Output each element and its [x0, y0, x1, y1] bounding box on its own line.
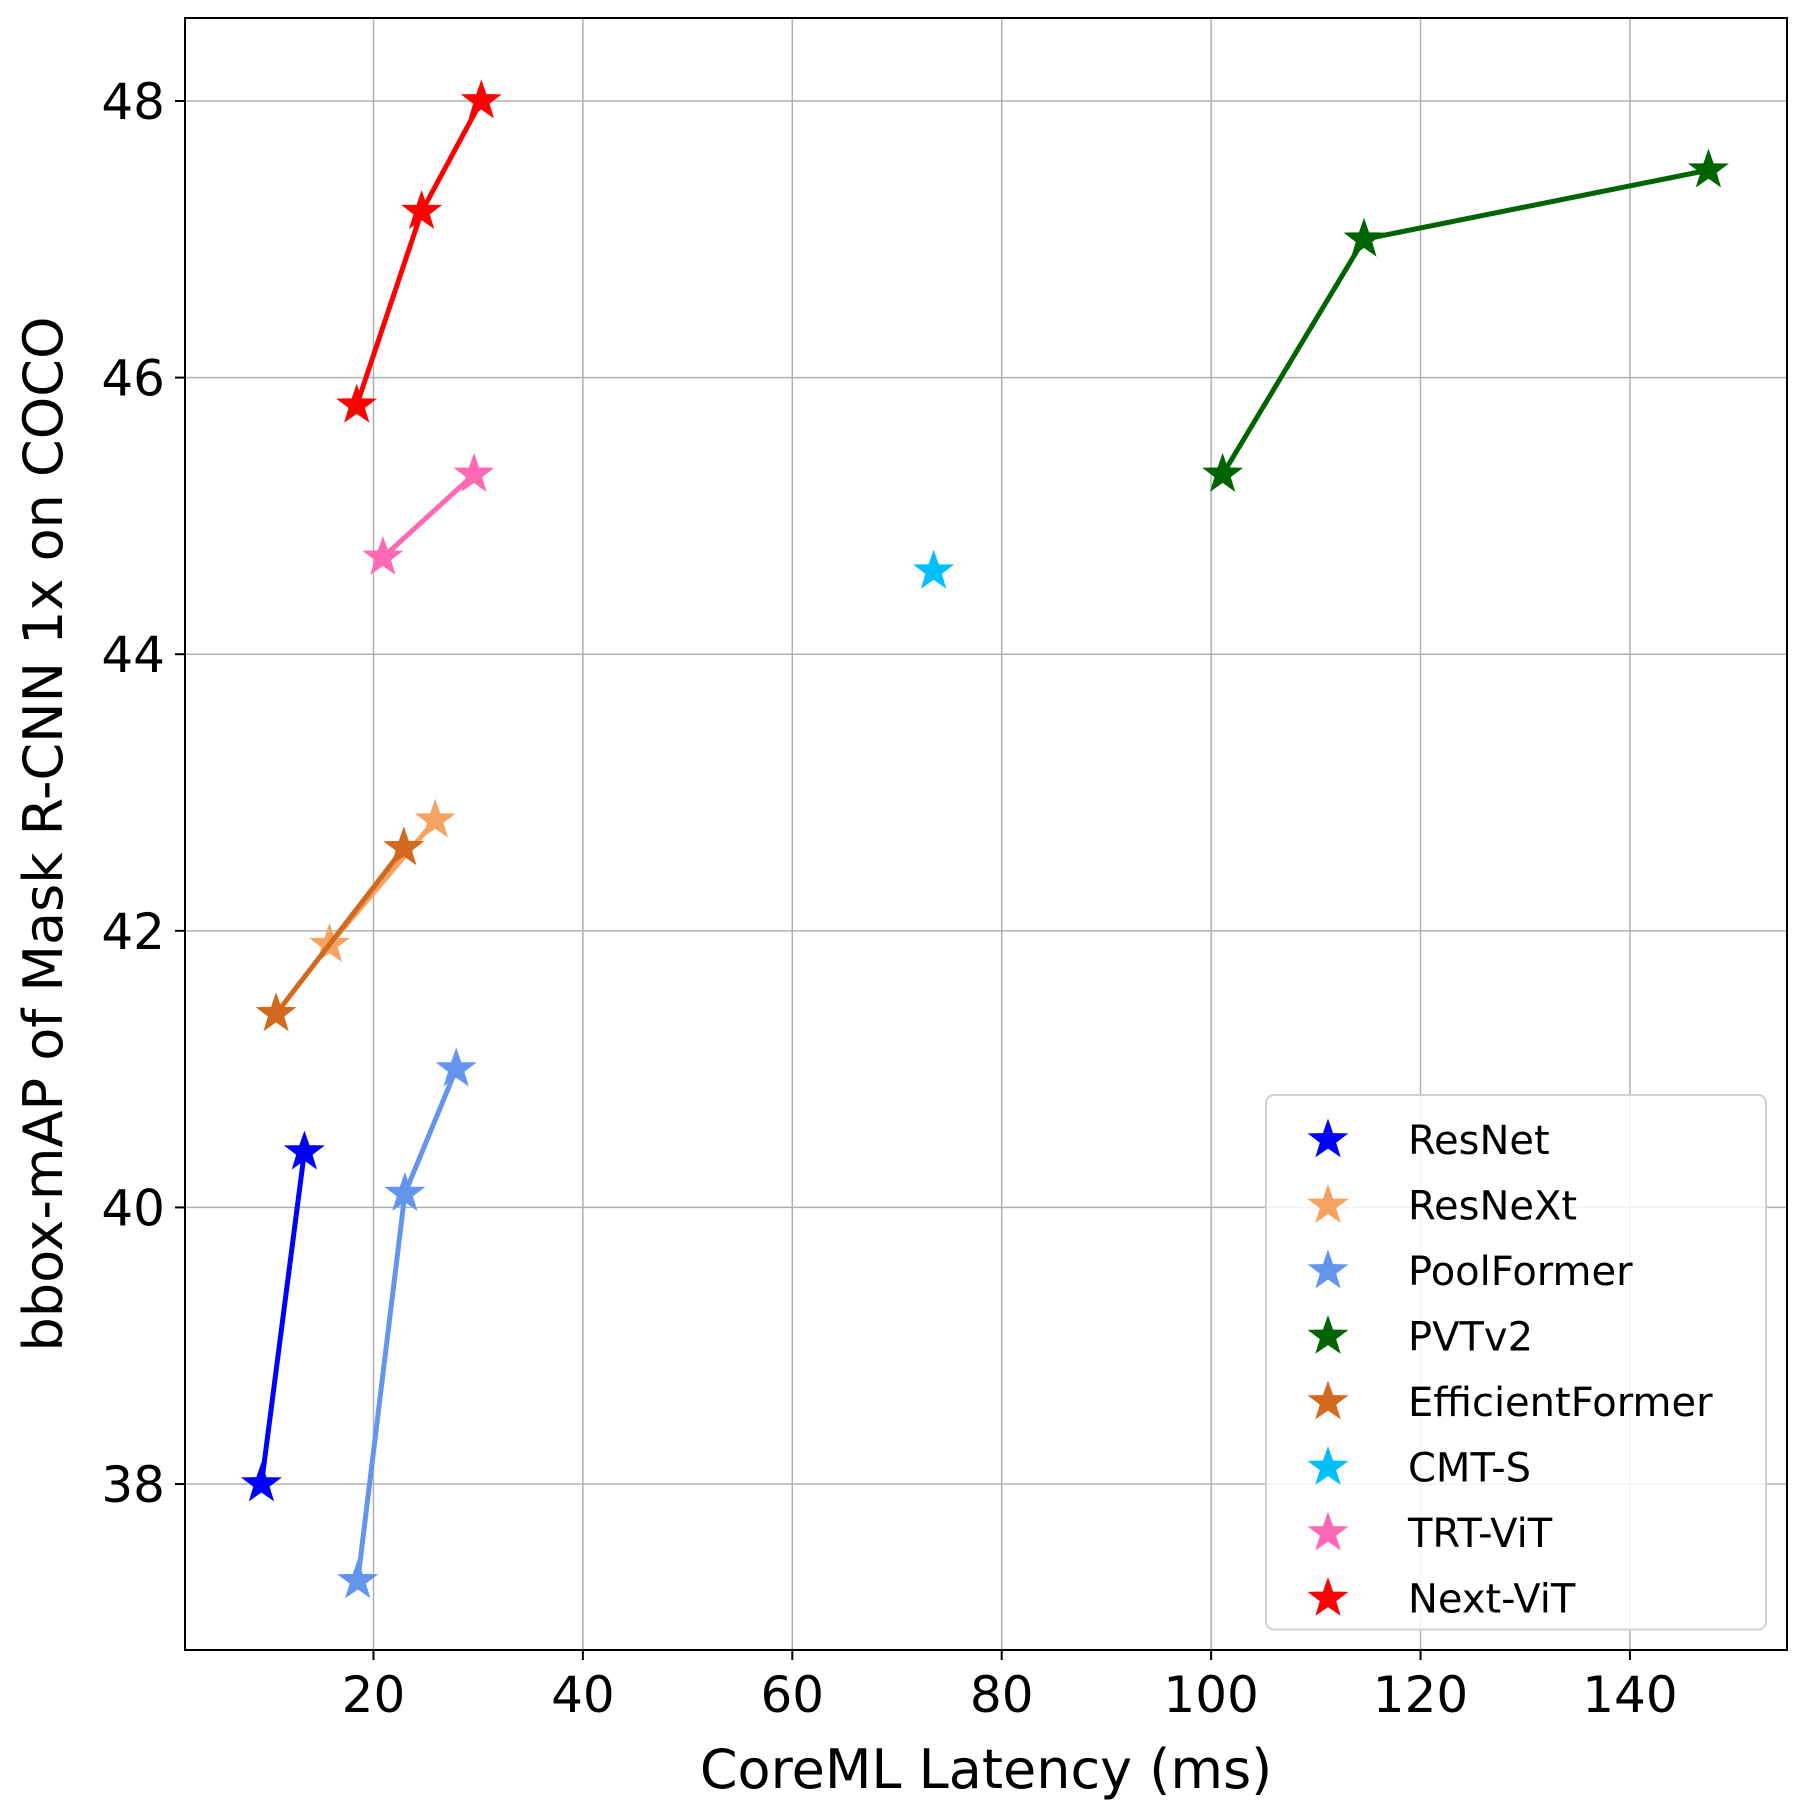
grid [185, 18, 1787, 1650]
x-axis-label: CoreML Latency (ms) [700, 1738, 1272, 1800]
legend-marker-pvtv2 [1307, 1314, 1349, 1354]
y-tick-label: 38 [101, 1456, 165, 1514]
data-point-next-vit [401, 190, 443, 230]
data-point-pvtv2 [1687, 148, 1729, 188]
x-tick-label: 120 [1373, 1666, 1468, 1724]
y-tick-label: 46 [101, 350, 165, 408]
x-tick-label: 80 [970, 1666, 1034, 1724]
y-tick-label: 42 [101, 903, 165, 961]
series-line-resnet [258, 1151, 307, 1485]
x-tick-label: 40 [551, 1666, 615, 1724]
legend-marker-resnext [1307, 1183, 1349, 1223]
legend-label: Next-ViT [1408, 1577, 1576, 1623]
plot-frame [184, 17, 1788, 1651]
series-line-efficientformer [274, 846, 406, 1016]
legend-label: ResNet [1408, 1118, 1550, 1164]
legend-label: PVTv2 [1408, 1315, 1533, 1361]
y-axis-label: bbox-mAP of Mask R-CNN 1x on COCO [12, 317, 75, 1352]
legend-marker-efficientformer [1307, 1380, 1349, 1420]
legend-marker-cmt-s [1307, 1445, 1349, 1485]
data-point-next-vit [460, 79, 502, 119]
data-point-poolformer [384, 1172, 426, 1212]
y-tick-label: 44 [101, 626, 165, 684]
legend: ResNet ResNeXt PoolFormer PVTv2 EfficientFor… [1265, 1094, 1767, 1631]
y-tick-label: 40 [101, 1179, 165, 1237]
legend-label: CMT-S [1408, 1446, 1531, 1492]
x-tick-label: 100 [1163, 1666, 1258, 1724]
data-point-pvtv2 [1202, 452, 1244, 492]
data-point-resnet [240, 1462, 282, 1502]
data-point-poolformer [435, 1047, 477, 1087]
series-line-trt-vit [381, 472, 476, 560]
legend-label: ResNeXt [1408, 1184, 1577, 1230]
series-layer [240, 79, 1729, 1599]
data-point-trt-vit [362, 535, 404, 575]
data-point-resnet [283, 1130, 325, 1170]
data-point-cmt-s [913, 549, 955, 589]
legend-label: PoolFormer [1408, 1249, 1633, 1295]
data-point-trt-vit [453, 452, 495, 492]
legend-label: TRT-ViT [1407, 1511, 1553, 1557]
x-tick-label: 60 [760, 1666, 824, 1724]
x-tick-label: 140 [1582, 1666, 1677, 1724]
data-point-efficientformer [255, 992, 297, 1032]
data-point-resnext [414, 798, 456, 838]
data-point-efficientformer [383, 826, 425, 866]
legend-box [1265, 1094, 1767, 1631]
data-point-pvtv2 [1343, 217, 1385, 257]
data-point-next-vit [336, 383, 378, 423]
data-point-poolformer [337, 1559, 379, 1599]
y-tick-label: 48 [101, 73, 165, 131]
legend-marker-resnet [1307, 1118, 1349, 1158]
legend-marker-poolformer [1307, 1249, 1349, 1289]
x-tick-label: 20 [342, 1666, 406, 1724]
legend-label: EfficientFormer [1408, 1380, 1713, 1426]
legend-marker-trt-vit [1307, 1511, 1349, 1551]
ticks: 20 40 60 80 100 120 140 38 40 42 44 46 48 [101, 73, 1677, 1724]
legend-marker-next-vit [1307, 1576, 1349, 1616]
